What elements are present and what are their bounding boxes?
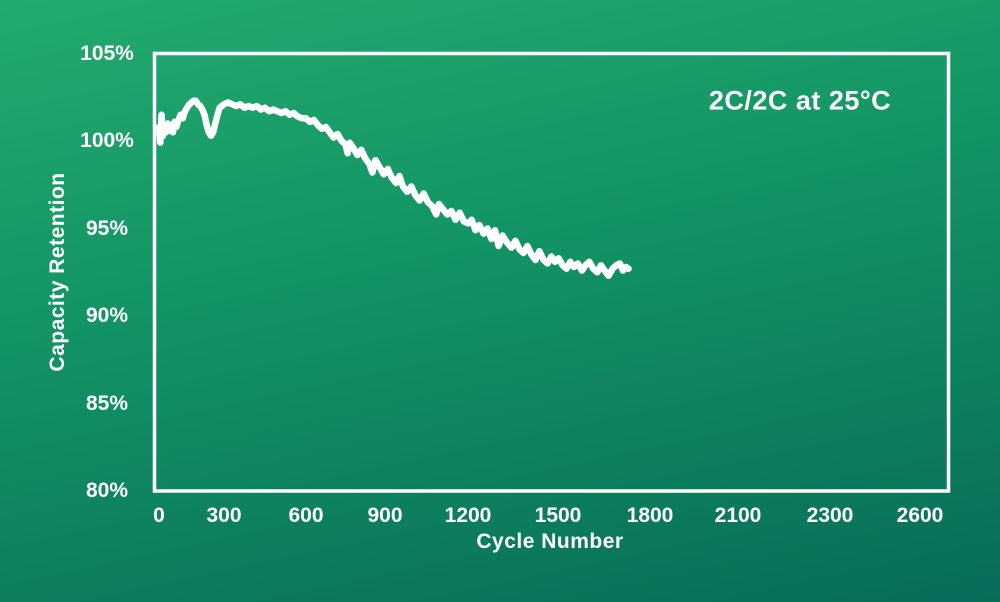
y-tick-label: 95% [85, 216, 129, 240]
x-tick-label: 1500 [534, 504, 582, 527]
y-tick-label: 90% [85, 304, 129, 327]
x-tick-label: 2300 [806, 504, 854, 527]
x-tick-label: 1200 [444, 504, 492, 527]
y-tick-label: 105% [80, 41, 134, 65]
x-axis-title: Cycle Number [476, 530, 624, 553]
x-tick-label: 1800 [626, 504, 674, 527]
x-tick-label: 0 [153, 504, 165, 527]
x-tick-label: 2600 [896, 504, 944, 527]
y-axis-title: Capacity Retention [46, 172, 69, 372]
x-tick-label: 600 [288, 504, 324, 527]
plot-frame [152, 51, 951, 493]
chart-annotation: 2C/2C at 25°C [708, 85, 892, 116]
x-tick-label: 900 [367, 504, 403, 527]
y-tick-label: 85% [85, 391, 129, 415]
data-series-line [155, 97, 632, 280]
y-tick-label: 80% [85, 479, 129, 502]
y-tick-label: 100% [80, 129, 134, 152]
x-tick-label: 2100 [714, 504, 762, 527]
x-tick-label: 300 [206, 504, 242, 527]
